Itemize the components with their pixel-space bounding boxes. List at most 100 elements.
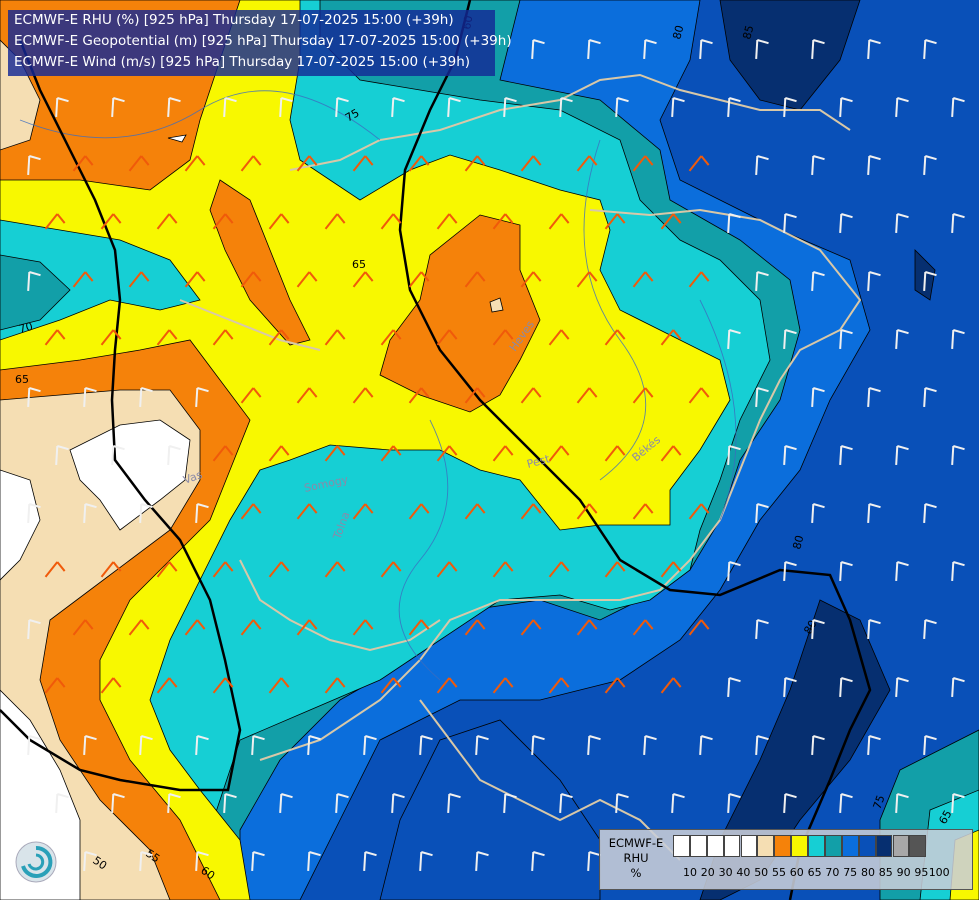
wind-barb [548,329,570,346]
legend-tick-label: 80 [861,866,875,879]
legend-swatch [875,835,893,857]
wind-barb [139,851,153,871]
wind-barb [671,97,685,117]
wind-barb [268,677,290,694]
legend-swatch [774,835,792,857]
wind-barb [167,793,181,813]
wind-barb [223,793,237,813]
legend-tick-label: 50 [754,866,769,879]
wind-barb [576,271,598,288]
wind-barb [492,677,514,694]
wind-barb [100,677,122,694]
legend-tick-label: 10 [683,866,697,879]
wind-barb [699,735,713,755]
wind-barb [363,735,377,755]
wind-barb [604,445,626,462]
wind-barb [839,213,853,233]
wind-barb [27,387,41,407]
wind-barb [923,39,937,59]
legend-swatch [909,835,927,857]
wind-barb [632,619,654,636]
wind-barb [83,735,97,755]
wind-barb [587,735,601,755]
rh-70-west [0,254,71,331]
wind-barb [688,387,710,404]
map-title-box: ECMWF-E RHU (%) [925 hPa] Thursday 17-07… [8,10,512,76]
legend-unit: % [630,866,642,880]
wind-barb [839,445,853,465]
wind-barb [783,677,797,697]
wind-barb [688,271,710,288]
wind-barb [660,561,682,578]
legend-swatch [740,835,758,857]
wind-barb [559,793,573,813]
wind-barb [44,561,66,578]
wind-barb [475,735,489,755]
wind-barb [212,561,234,578]
title-geopotential: ECMWF-E Geopotential (m) [925 hPa] Thurs… [14,33,512,49]
wind-barb [604,561,626,578]
wind-barb [660,445,682,462]
wind-barb [83,503,97,523]
wind-barb [867,619,881,639]
wind-barb [352,271,374,288]
wind-barb [111,445,125,465]
title-wind: ECMWF-E Wind (m/s) [925 hPa] Thursday 17… [14,54,471,70]
wind-barb [632,387,654,404]
wind-barb [72,155,94,172]
legend-ticks: 10 20 30 40 50 55 60 65 70 75 80 85 90 95 100 [673,866,973,882]
wind-barb [268,213,290,230]
legend-swatch [757,835,775,857]
wind-barb [419,735,433,755]
wind-barb [268,561,290,578]
wind-barb [139,735,153,755]
rh-55-spur [209,179,311,346]
legend-tick-label: 70 [825,866,840,879]
wind-barb [352,619,374,636]
legend-swatch [673,835,690,857]
wind-barb [184,271,206,288]
legend-variable: RHU [623,851,649,865]
wind-barb [811,503,825,523]
wind-barb [632,271,654,288]
wind-barb [296,387,318,404]
wind-barb [727,793,741,813]
contour-label: 75 [343,106,362,124]
legend-swatch [706,835,724,857]
wind-barb [436,677,458,694]
legend-tick-label: 85 [878,866,893,879]
wind-barb [839,561,853,581]
rh-60-field [0,0,731,900]
legend-tick-label: 30 [718,866,733,879]
wind-barb [923,503,937,523]
wind-barb [923,155,937,175]
legend-swatch [841,835,859,857]
wind-barb [223,97,237,117]
wind-barb [727,677,741,697]
wind-barb [464,619,486,636]
wind-barb [755,39,769,59]
legend-swatches [673,835,927,857]
wind-barb [27,503,41,523]
wind-barb [447,97,461,117]
wind-barb [811,387,825,407]
wind-barb [352,387,374,404]
wind-barb [139,387,153,407]
wind-barb [408,387,430,404]
wind-barb [167,97,181,117]
contour-label: 85 [740,24,756,41]
title-rhu: ECMWF-E RHU (%) [925 hPa] Thursday 17-07… [14,12,454,28]
rh-55-east [379,214,541,413]
wind-barb [55,445,69,465]
wind-barb [408,271,430,288]
wind-barb [240,155,262,172]
legend-tick-label: 100 [928,866,950,879]
wind-barb [447,793,461,813]
legend-swatch [892,835,910,857]
wind-barb [27,271,41,291]
wind-barb [520,619,542,636]
wind-barb [279,793,293,813]
wind-barb [615,97,629,117]
wind-barb [100,561,122,578]
